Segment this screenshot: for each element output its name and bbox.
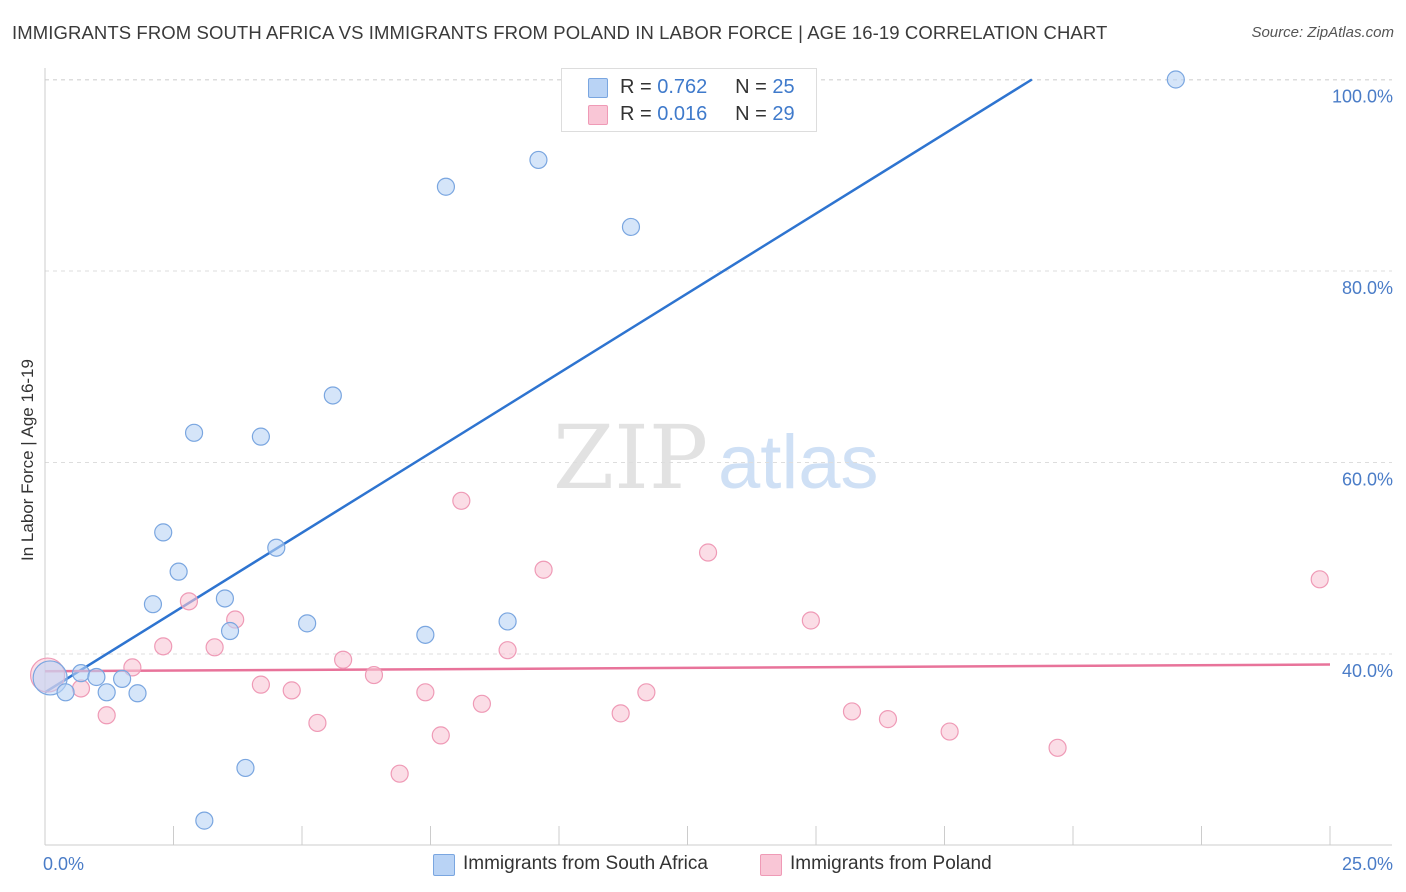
point-poland-18: [498, 641, 517, 660]
point-south-africa-17: [298, 614, 317, 633]
point-poland-4: [154, 637, 173, 656]
point-south-africa-22: [529, 150, 548, 170]
legend-r-label-1: R =: [620, 76, 652, 98]
point-south-africa-21: [498, 612, 517, 631]
point-south-africa-16: [267, 538, 286, 557]
point-south-africa-24: [1166, 70, 1185, 89]
point-south-africa-11: [195, 811, 214, 830]
legend-n-value-2: 29: [772, 103, 795, 125]
point-poland-19: [534, 560, 553, 579]
point-poland-25: [878, 710, 898, 729]
trendlines: [44, 78, 1331, 694]
legend-swatch-pink: [588, 105, 608, 125]
y-tick-label-60: 60.0%: [1342, 470, 1393, 490]
y-tick-label-40: 40.0%: [1342, 661, 1393, 681]
point-poland-8: [251, 675, 270, 694]
point-south-africa-7: [143, 595, 163, 614]
point-poland-28: [1310, 570, 1329, 589]
point-poland-17: [472, 694, 491, 713]
bottom-legend-swatch-blue: [433, 854, 455, 876]
point-poland-10: [308, 713, 327, 733]
legend-n-value-1: 25: [772, 76, 795, 98]
point-south-africa-9: [169, 562, 188, 581]
legend-r-label-2: R =: [620, 103, 652, 125]
y-tick-label-80: 80.0%: [1342, 278, 1393, 298]
watermark-zip: ZIP: [553, 406, 708, 509]
point-poland-2: [97, 706, 116, 725]
correlation-legend: R = 0.762 N = 25 R = 0.016 N = 29: [561, 68, 817, 132]
point-south-africa-8: [154, 523, 173, 542]
points: [29, 70, 1329, 830]
bottom-legend-swatch-pink: [760, 854, 782, 876]
point-poland-22: [698, 543, 718, 562]
point-south-africa-1: [56, 683, 75, 702]
axes: [44, 68, 1392, 846]
point-south-africa-3: [87, 667, 106, 687]
point-south-africa-5: [112, 669, 132, 688]
point-poland-1: [71, 679, 91, 698]
point-poland-24: [842, 702, 862, 721]
x-tick-label-min: 0.0%: [43, 854, 84, 874]
watermark: ZIP atlas: [553, 406, 879, 509]
point-south-africa-10: [184, 423, 204, 442]
point-south-africa-4: [97, 683, 116, 702]
point-south-africa-13: [220, 621, 240, 641]
x-tick-labels: 0.0% 25.0%: [43, 854, 1393, 874]
point-poland-20: [611, 704, 630, 723]
point-poland-5: [179, 592, 199, 611]
point-poland-3: [123, 658, 142, 677]
legend-r-value-1: 0.762: [657, 76, 708, 98]
point-south-africa-19: [416, 625, 435, 644]
point-poland-12: [364, 665, 384, 685]
point-poland-11: [334, 650, 353, 669]
point-poland-23: [801, 611, 820, 630]
legend-n-label-2: N =: [735, 103, 767, 125]
chart-source: Source: ZipAtlas.com: [1251, 24, 1394, 41]
trendline-south-africa: [44, 78, 1033, 694]
point-south-africa-2: [71, 664, 91, 683]
bottom-legend-label-poland: Immigrants from Poland: [790, 853, 992, 874]
point-poland-15: [431, 726, 450, 745]
trendline-poland: [44, 663, 1331, 673]
point-poland-6: [205, 638, 224, 657]
point-south-africa-12: [215, 589, 234, 608]
chart-title: IMMIGRANTS FROM SOUTH AFRICA VS IMMIGRAN…: [12, 22, 1108, 43]
legend-swatch-blue: [588, 78, 608, 98]
bottom-legend-label-south-africa: Immigrants from South Africa: [463, 853, 708, 874]
point-south-africa-6: [128, 684, 147, 703]
point-poland-21: [637, 683, 656, 702]
point-poland-26: [940, 722, 959, 741]
point-south-africa-20: [436, 177, 456, 196]
y-tick-label-100: 100.0%: [1332, 87, 1393, 107]
legend-n-label-1: N =: [735, 76, 767, 98]
point-poland-9: [282, 681, 301, 700]
point-poland-14: [416, 683, 435, 702]
point-south-africa-14: [236, 758, 255, 778]
y-tick-labels: 40.0% 60.0% 80.0% 100.0%: [1332, 87, 1393, 682]
point-poland-16: [452, 491, 471, 510]
legend-r-value-2: 0.016: [657, 103, 708, 125]
point-poland-27: [1048, 738, 1067, 757]
point-poland-13: [390, 764, 409, 783]
point-south-africa-23: [621, 217, 641, 237]
x-tick-label-max: 25.0%: [1342, 854, 1393, 874]
point-south-africa-18: [323, 386, 342, 405]
point-south-africa-15: [251, 427, 270, 446]
